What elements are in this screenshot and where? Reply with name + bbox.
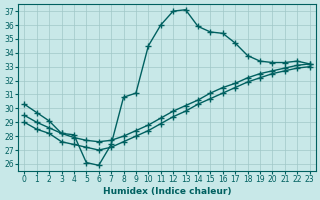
- X-axis label: Humidex (Indice chaleur): Humidex (Indice chaleur): [103, 187, 231, 196]
